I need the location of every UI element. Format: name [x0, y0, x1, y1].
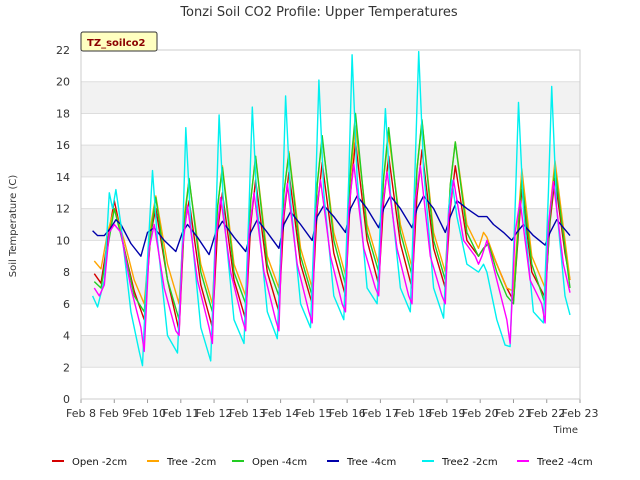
- y-tick-label: 14: [56, 171, 70, 184]
- x-tick-label: Feb 22: [528, 407, 565, 420]
- legend-label: Tree -2cm: [166, 457, 216, 468]
- x-tick-label: Feb 12: [196, 407, 233, 420]
- x-tick-label: Feb 10: [129, 407, 166, 420]
- series-line-3: [93, 112, 571, 321]
- y-tick-label: 10: [56, 234, 70, 247]
- y-tick-label: 18: [56, 107, 70, 120]
- legend: Open -2cm Tree -2cm Open -4cm Tree -4cm Tree…: [52, 457, 593, 468]
- y-tick-label: 4: [63, 330, 70, 343]
- x-tick-label: Feb 17: [362, 407, 399, 420]
- grid-band: [81, 335, 580, 368]
- y-tick-label: 2: [63, 361, 70, 374]
- site-tag: TZ_soilco2: [80, 31, 158, 52]
- plot-frame: [80, 49, 581, 400]
- x-tick-label: Feb 9: [99, 407, 129, 420]
- series-lines: [91, 50, 571, 367]
- x-tick-label: Feb 13: [229, 407, 266, 420]
- x-tick-label: Feb 11: [162, 407, 199, 420]
- legend-label: Tree2 -4cm: [536, 457, 593, 468]
- y-tick-label: 22: [56, 44, 70, 57]
- y-tick-label: 0: [63, 393, 70, 406]
- y-tick-label: 6: [63, 298, 70, 311]
- y-tick-label: 20: [56, 76, 70, 89]
- legend-label: Tree2 -2cm: [441, 457, 498, 468]
- y-tick-label: 16: [56, 139, 70, 152]
- series-line-5: [91, 50, 571, 367]
- series-line-6: [93, 163, 571, 353]
- series-line-2: [93, 120, 571, 305]
- x-tick-label: Feb 16: [329, 407, 366, 420]
- x-tick-label: Feb 15: [295, 407, 332, 420]
- y-tick-label: 12: [56, 203, 70, 216]
- grid-band: [81, 81, 580, 114]
- x-axis-label: Time: [553, 425, 578, 436]
- x-tick-label: Feb 21: [495, 407, 532, 420]
- legend-label: Open -2cm: [72, 457, 127, 468]
- site-tag-label: TZ_soilco2: [87, 38, 146, 49]
- series-line-4: [92, 195, 571, 257]
- legend-label: Tree -4cm: [346, 457, 396, 468]
- x-tick-label: Feb 23: [562, 407, 599, 420]
- y-axis-label: Soil Temperature (C): [8, 175, 19, 278]
- x-tick-label: Feb 8: [66, 407, 96, 420]
- x-tick-label: Feb 14: [262, 407, 299, 420]
- grid-band: [81, 272, 580, 304]
- y-tick-label: 8: [63, 266, 70, 279]
- x-tick-label: Feb 20: [462, 407, 499, 420]
- grid-band: [81, 145, 580, 177]
- x-tick-label: Feb 18: [395, 407, 432, 420]
- x-tick-label: Feb 19: [428, 407, 465, 420]
- legend-label: Open -4cm: [252, 457, 307, 468]
- chart-title: Tonzi Soil CO2 Profile: Upper Temperatur…: [179, 5, 458, 20]
